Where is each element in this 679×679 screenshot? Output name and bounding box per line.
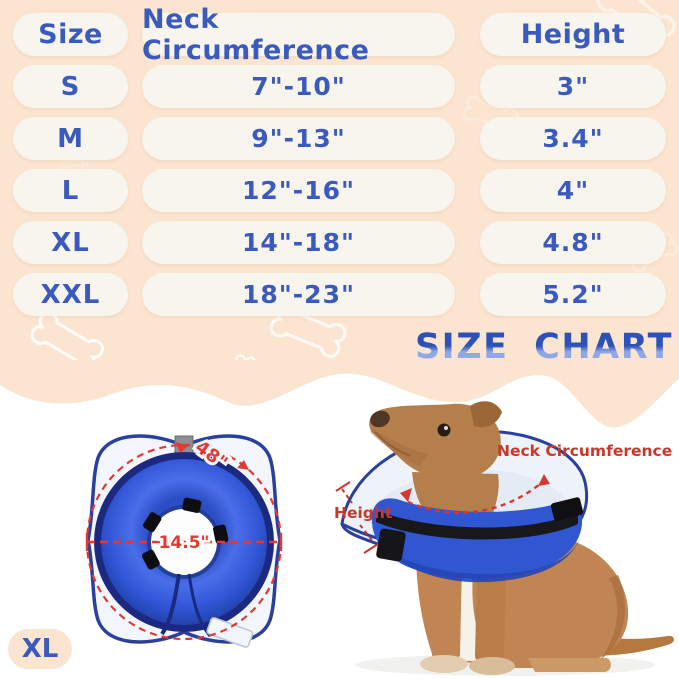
- table-row: M 9"-13" 3.4": [13, 117, 679, 160]
- dog-eye: [437, 423, 451, 437]
- page-title: SIZE CHART: [414, 327, 673, 367]
- diameter-label: 14.5": [159, 533, 210, 553]
- hole-clips: [141, 497, 229, 570]
- table-header-row: Size Neck Circumference Height: [13, 4, 679, 66]
- cell-height: 3.4": [480, 117, 666, 160]
- collar-shade: [378, 538, 580, 583]
- dog-wearing-cone-figure: Neck Circumference Height: [320, 392, 679, 679]
- height-dash: [359, 524, 373, 541]
- header-size: Size: [13, 13, 128, 56]
- collar-velcro: [550, 497, 584, 521]
- wavy-divider: [0, 360, 679, 428]
- dog-nose: [370, 410, 390, 428]
- cell-neck: 7"-10": [142, 65, 455, 108]
- arrowhead: [400, 488, 412, 502]
- height-dash: [341, 488, 353, 504]
- height-tick: [335, 481, 351, 492]
- cell-size: XXL: [13, 273, 128, 316]
- collar-black-band: [376, 510, 578, 540]
- table-row: S 7"-10" 3": [13, 65, 679, 108]
- dog-paw: [420, 655, 468, 673]
- dog-mouth: [374, 431, 411, 457]
- cell-neck: 12"-16": [142, 169, 455, 212]
- cell-size: S: [13, 65, 128, 108]
- donut-seam: [160, 573, 181, 636]
- height-label: Height: [334, 504, 393, 522]
- height-tick: [363, 543, 379, 554]
- collar-top-view-figure: 48" 14.5": [56, 410, 312, 670]
- dog-front-leg: [475, 567, 506, 664]
- cell-height: 4.8": [480, 221, 666, 264]
- cell-neck: 18"-23": [142, 273, 455, 316]
- dog-rear-paw: [528, 658, 611, 672]
- arrowhead: [176, 442, 188, 453]
- cell-neck: 14"-18": [142, 221, 455, 264]
- dog-ear: [470, 401, 502, 428]
- cell-neck: 9"-13": [142, 117, 455, 160]
- neck-dashed-arc: [407, 483, 541, 514]
- table-row: L 12"-16" 4": [13, 169, 679, 212]
- size-badge: XL: [8, 629, 72, 669]
- velcro-tab: [206, 617, 254, 648]
- cell-size: L: [13, 169, 128, 212]
- cell-height: 5.2": [480, 273, 666, 316]
- arrowhead: [237, 460, 249, 470]
- dog-haunch-shade: [600, 575, 625, 660]
- dog-neck: [412, 472, 499, 520]
- cell-height: 3": [480, 65, 666, 108]
- dog-muzzle-shade: [370, 428, 428, 466]
- dog-front-leg: [432, 562, 462, 662]
- header-height: Height: [480, 13, 666, 56]
- table-row: XXL 18"-23" 5.2": [13, 273, 679, 316]
- cell-height: 4": [480, 169, 666, 212]
- cell-size: M: [13, 117, 128, 160]
- size-table: Size Neck Circumference Height S 7"-10" …: [0, 4, 679, 325]
- arrowhead: [538, 474, 550, 486]
- collar-velcro: [376, 528, 406, 562]
- table-row: XL 14"-18" 4.8": [13, 221, 679, 264]
- dog-eye-glint: [444, 426, 448, 430]
- header-neck-circumference: Neck Circumference: [142, 4, 455, 66]
- dog-head: [369, 403, 501, 481]
- dog-paw: [469, 657, 515, 675]
- cell-size: XL: [13, 221, 128, 264]
- neck-circumference-label: Neck Circumference: [497, 442, 672, 460]
